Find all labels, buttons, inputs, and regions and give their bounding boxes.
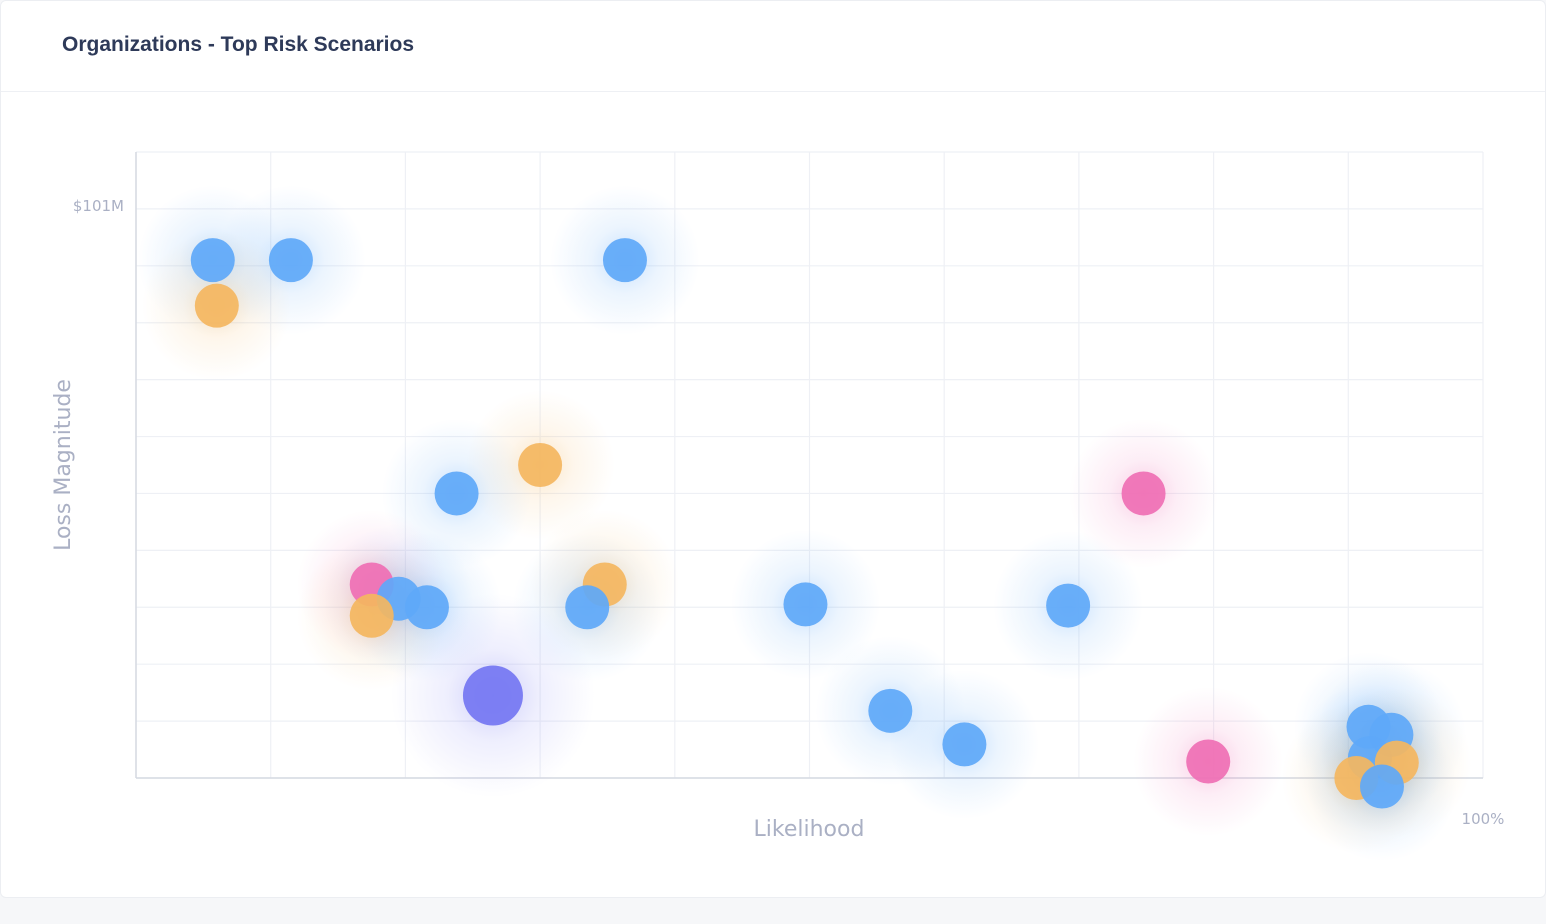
data-point-blue[interactable] — [1046, 583, 1091, 628]
data-point-orange[interactable] — [518, 443, 563, 487]
data-point-blue[interactable] — [942, 722, 987, 767]
data-point-blue[interactable] — [434, 471, 479, 516]
data-point-pink[interactable] — [1186, 739, 1231, 784]
data-point-blue[interactable] — [190, 238, 235, 283]
data-point-purple[interactable] — [462, 665, 523, 726]
data-point-blue[interactable] — [602, 238, 647, 283]
x-tick-label: 100% — [1462, 810, 1505, 828]
data-point-orange[interactable] — [194, 283, 239, 328]
chart-card: Organizations - Top Risk Scenarios — [0, 0, 1546, 898]
y-tick-label: $101M — [73, 197, 124, 215]
point-glows — [137, 185, 1472, 862]
card-header: Organizations - Top Risk Scenarios — [1, 1, 1545, 92]
data-point-orange[interactable] — [349, 593, 394, 638]
data-point-blue[interactable] — [783, 582, 828, 627]
data-point-blue[interactable] — [868, 688, 913, 733]
data-point-blue[interactable] — [1359, 764, 1404, 809]
data-point-blue[interactable] — [565, 585, 610, 630]
data-point-blue[interactable] — [404, 585, 449, 630]
data-point-pink[interactable] — [1121, 471, 1166, 516]
x-axis-label: Likelihood — [754, 817, 865, 842]
data-point-blue[interactable] — [268, 238, 313, 283]
y-axis-label: Loss Magnitude — [51, 379, 76, 551]
data-points — [190, 238, 1419, 809]
card-title: Organizations - Top Risk Scenarios — [62, 33, 415, 56]
